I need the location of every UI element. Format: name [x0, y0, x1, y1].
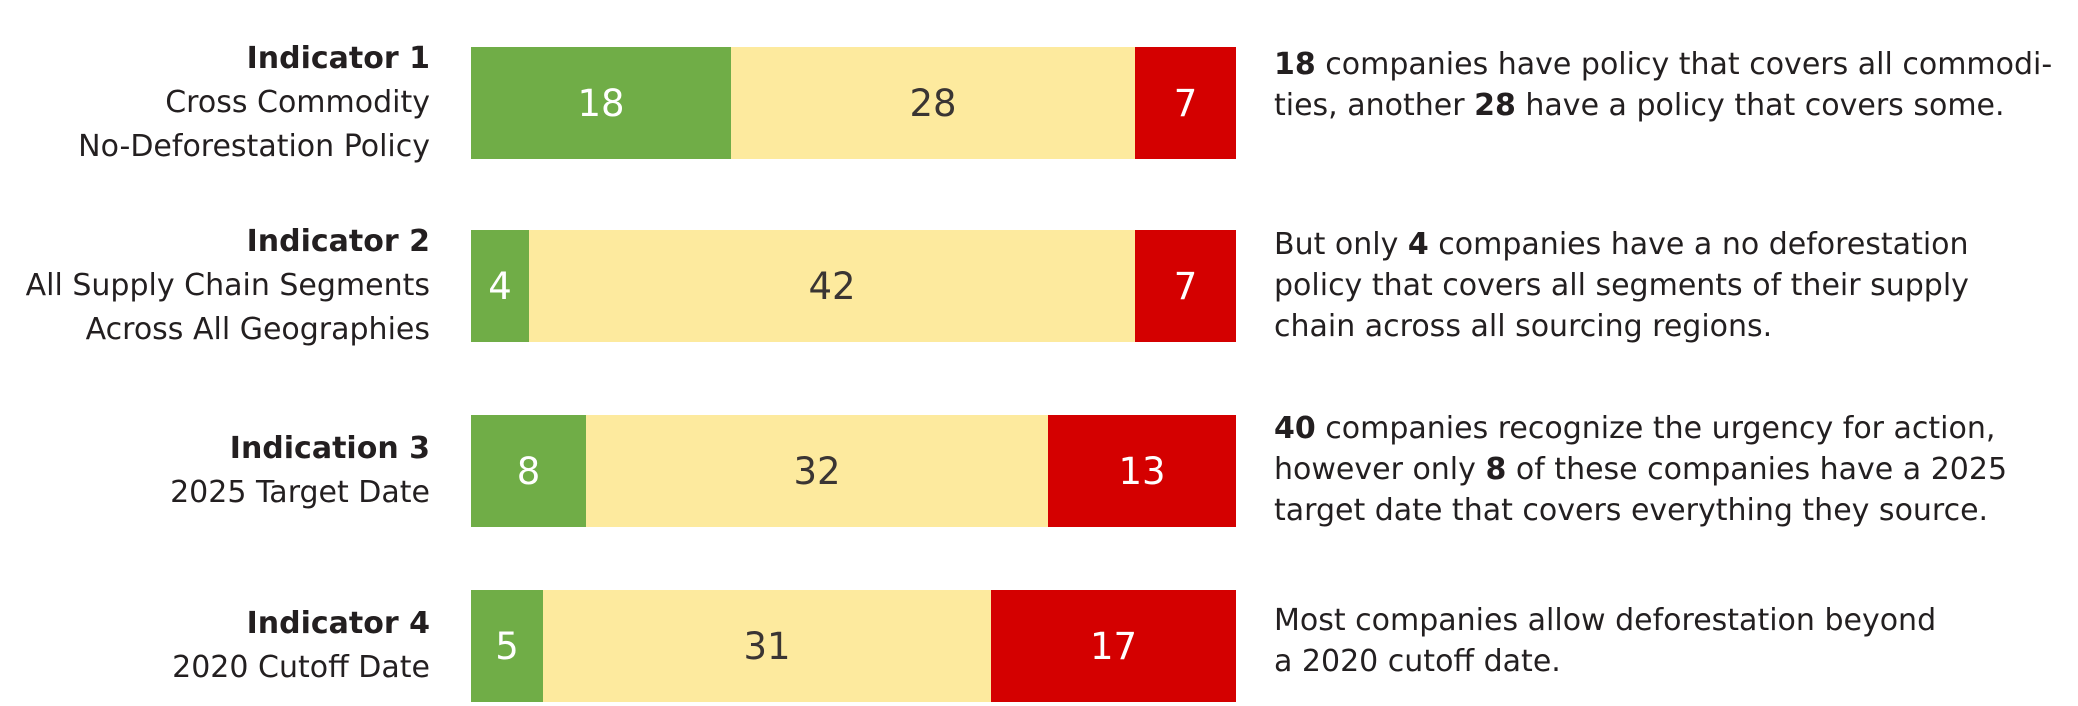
indicator-title: Indicator 1 [246, 41, 430, 76]
data-label: 5 [495, 624, 519, 668]
data-label: 31 [743, 624, 791, 668]
data-label: 42 [808, 264, 856, 308]
segment-red: 17 [991, 590, 1236, 702]
note-line: however only 8 of these companies have a… [1274, 449, 2074, 490]
indicator-label: Indicator 2 All Supply Chain Segments Acro… [0, 224, 430, 347]
note-text: ties, another [1274, 88, 1475, 123]
note-text: policy that covers all segments of their… [1274, 268, 1969, 303]
indicator-subtitle: All Supply Chain Segments [25, 268, 430, 303]
segment-red: 13 [1048, 415, 1236, 527]
note-highlight: 40 [1274, 411, 1316, 446]
segment-yellow: 42 [529, 230, 1135, 342]
segment-yellow: 32 [586, 415, 1048, 527]
data-label: 17 [1089, 624, 1138, 668]
note-text: companies recognize the urgency for acti… [1315, 411, 1996, 446]
note-line: 18 companies have policy that covers all… [1274, 44, 2074, 85]
segment-green: 18 [471, 47, 731, 159]
note-line: chain across all sourcing regions. [1274, 306, 2074, 347]
segment-green: 5 [471, 590, 543, 702]
data-label: 28 [909, 81, 957, 125]
data-label: 13 [1118, 449, 1166, 493]
indicator-note: 18 companies have policy that covers all… [1274, 44, 2074, 126]
data-label: 8 [516, 449, 541, 493]
note-text: companies have a no deforestation [1428, 227, 1969, 262]
segment-green: 8 [471, 415, 586, 527]
note-line: policy that covers all segments of their… [1274, 265, 2074, 306]
note-text: Most companies allow deforestation beyon… [1274, 603, 1937, 638]
data-label: 32 [793, 449, 841, 493]
segment-green: 4 [471, 230, 529, 342]
note-text: of these companies have a 2025 [1506, 452, 2008, 487]
segment-yellow: 31 [543, 590, 991, 702]
indicator-subtitle: Cross Commodity [165, 85, 430, 120]
note-line: target date that covers everything they … [1274, 490, 2074, 531]
indicator-note: 40 companies recognize the urgency for a… [1274, 408, 2074, 531]
indicator-label: Indication 3 2025 Target Date [0, 415, 430, 527]
segment-red: 7 [1135, 47, 1236, 159]
stacked-bar: 5 31 17 [471, 590, 1236, 702]
indicator-row: Indication 3 2025 Target Date 8 32 13 [0, 415, 2078, 527]
note-line: 40 companies recognize the urgency for a… [1274, 408, 2074, 449]
note-line: ties, another 28 have a policy that cove… [1274, 85, 2074, 126]
note-highlight: 4 [1407, 227, 1429, 262]
data-label: 7 [1173, 81, 1198, 125]
indicator-note: Most companies allow deforestation beyon… [1274, 600, 2074, 682]
stacked-bar: 4 42 7 [471, 230, 1236, 342]
data-label: 4 [488, 264, 512, 308]
note-text: chain across all sourcing regions. [1274, 309, 1773, 344]
indicator-title: Indicator 2 [246, 224, 430, 259]
segment-yellow: 28 [731, 47, 1135, 159]
segment-red: 7 [1135, 230, 1236, 342]
stacked-bar: 8 32 13 [471, 415, 1236, 527]
note-highlight: 8 [1485, 452, 1507, 487]
indicator-title: Indication 3 [229, 431, 430, 466]
note-line: But only 4 companies have a no deforesta… [1274, 224, 2074, 265]
data-label: 7 [1173, 264, 1198, 308]
note-text: companies have policy that covers all co… [1315, 47, 2053, 82]
note-text: a 2020 cutoff date. [1274, 644, 1561, 679]
stacked-bar: 18 28 7 [471, 47, 1236, 159]
note-highlight: 28 [1474, 88, 1516, 123]
indicator-subtitle: No-Deforestation Policy [78, 129, 430, 164]
indicator-label: Indicator 1 Cross Commodity No-Deforestati… [0, 41, 430, 164]
indicator-subtitle: Across All Geographies [85, 312, 430, 347]
note-text: But only [1274, 227, 1408, 262]
data-label: 18 [577, 81, 625, 125]
note-text: have a policy that covers some. [1515, 88, 2005, 123]
note-line: Most companies allow deforestation beyon… [1274, 600, 2074, 641]
indicator-title: Indicator 4 [246, 606, 430, 641]
indicator-label: Indicator 4 2020 Cutoff Date [0, 590, 430, 702]
indicator-subtitle: 2020 Cutoff Date [172, 650, 430, 685]
indicator-note: But only 4 companies have a no deforesta… [1274, 224, 2074, 347]
note-text: target date that covers everything they … [1274, 493, 1989, 528]
note-line: a 2020 cutoff date. [1274, 641, 2074, 682]
indicator-subtitle: 2025 Target Date [170, 475, 430, 510]
note-text: however only [1274, 452, 1486, 487]
note-highlight: 18 [1274, 47, 1316, 82]
